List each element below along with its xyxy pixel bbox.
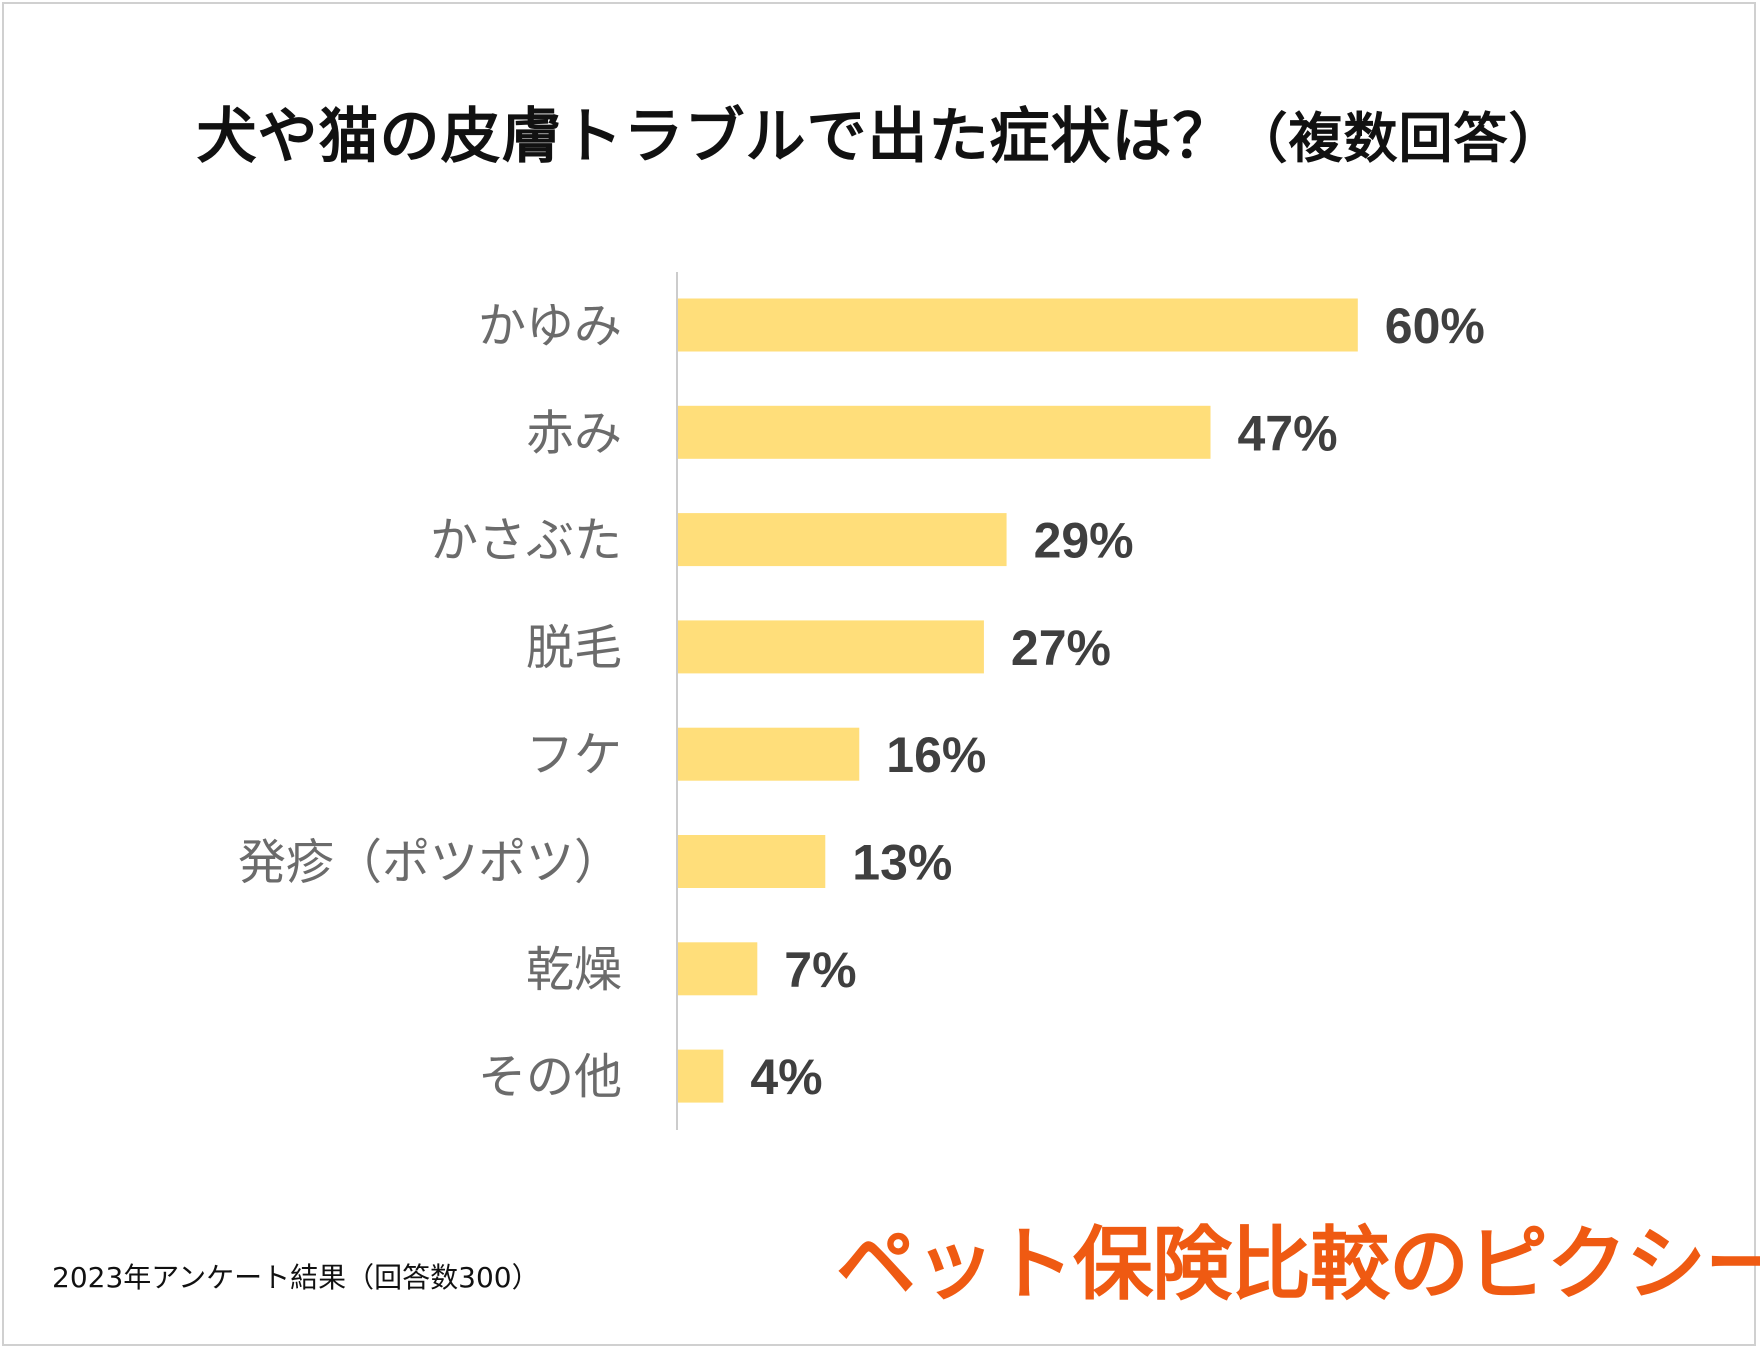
chart-title-main: 犬や猫の皮膚トラブルで出た症状は？ bbox=[196, 102, 1234, 172]
bar-0 bbox=[678, 298, 1358, 352]
category-label-4: フケ bbox=[526, 727, 622, 783]
chart-subtitle: （複数回答） bbox=[1233, 107, 1564, 170]
footnote: 2023年アンケート結果（回答数300） bbox=[52, 1261, 540, 1294]
bar-4 bbox=[678, 727, 860, 781]
category-label-5: 発疹（ポツポツ） bbox=[238, 835, 622, 891]
bar-6 bbox=[678, 942, 758, 996]
value-label-4: 16% bbox=[886, 727, 986, 783]
bar-3 bbox=[678, 620, 984, 674]
category-label-0: かゆみ bbox=[478, 298, 622, 354]
bar-1 bbox=[678, 405, 1211, 459]
value-label-1: 47% bbox=[1238, 405, 1338, 461]
value-label-3: 27% bbox=[1011, 620, 1111, 676]
category-label-6: 乾燥 bbox=[526, 942, 622, 998]
category-label-1: 赤み bbox=[526, 405, 622, 461]
value-label-5: 13% bbox=[852, 835, 952, 891]
chart-title: 犬や猫の皮膚トラブルで出た症状は？（複数回答） bbox=[0, 88, 1760, 175]
bar-2 bbox=[678, 513, 1007, 567]
bar-7 bbox=[678, 1049, 724, 1103]
brand-logo-text: ペット保険比較のピクシー bbox=[836, 1218, 1760, 1311]
value-label-2: 29% bbox=[1034, 513, 1134, 569]
value-label-0: 60% bbox=[1385, 298, 1485, 354]
category-label-2: かさぶた bbox=[430, 513, 622, 569]
value-label-7: 4% bbox=[750, 1049, 822, 1105]
category-label-3: 脱毛 bbox=[526, 620, 622, 676]
value-label-6: 7% bbox=[784, 942, 856, 998]
bar-5 bbox=[678, 835, 826, 888]
category-label-7: その他 bbox=[478, 1049, 622, 1105]
